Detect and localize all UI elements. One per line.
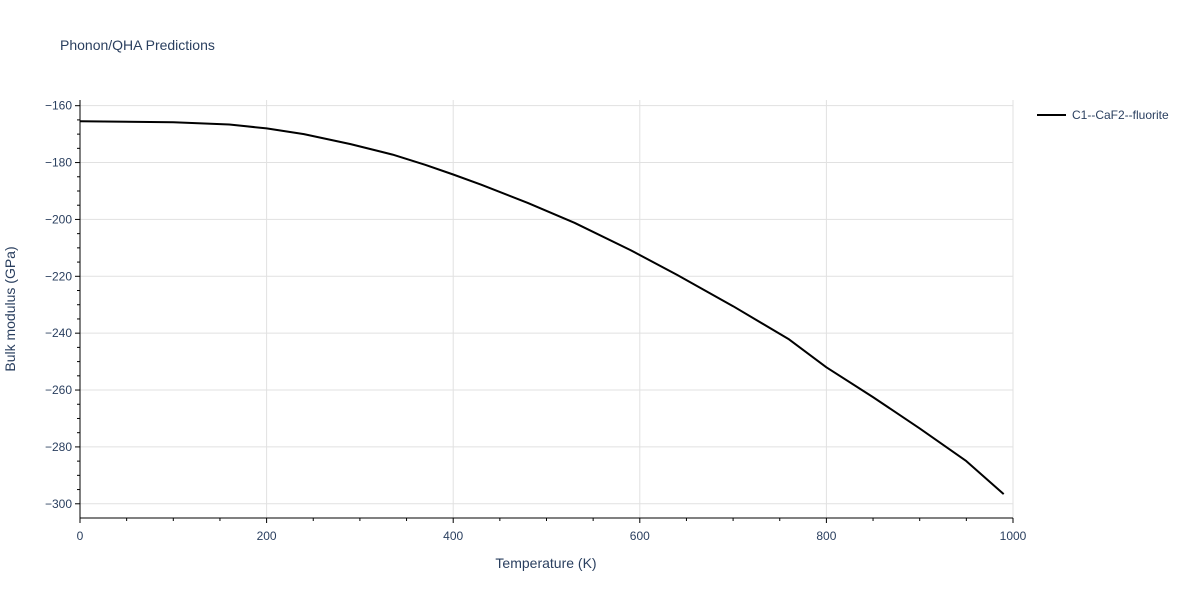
series-line <box>79 120 1005 495</box>
x-tick-label: 400 <box>443 529 463 543</box>
y-tick-label: −300 <box>45 497 72 511</box>
x-tick-label: 0 <box>77 529 84 543</box>
legend[interactable]: C1--CaF2--fluorite <box>1037 108 1169 122</box>
y-tick-label: −160 <box>45 99 72 113</box>
x-tick-label: 800 <box>816 529 836 543</box>
y-axis-title: Bulk modulus (GPa) <box>2 246 18 371</box>
y-tick-label: −280 <box>45 440 72 454</box>
x-tick-label: 600 <box>630 529 650 543</box>
x-tick-label: 200 <box>257 529 277 543</box>
y-tick-label: −220 <box>45 269 72 283</box>
grid <box>80 100 1014 518</box>
y-tick-label: −180 <box>45 156 72 170</box>
y-tick-label: −260 <box>45 383 72 397</box>
plot-area <box>79 120 1005 495</box>
legend-label: C1--CaF2--fluorite <box>1072 108 1169 122</box>
y-tick-label: −200 <box>45 212 72 226</box>
x-axis-title: Temperature (K) <box>495 555 596 571</box>
chart-title: Phonon/QHA Predictions <box>60 37 215 53</box>
x-tick-label: 1000 <box>1000 529 1027 543</box>
tick-labels: 0 200 400 600 800 1000 −300 −280 −260 −240 −220 −20… <box>45 99 1027 543</box>
axes <box>75 100 1014 523</box>
y-tick-label: −240 <box>45 326 72 340</box>
